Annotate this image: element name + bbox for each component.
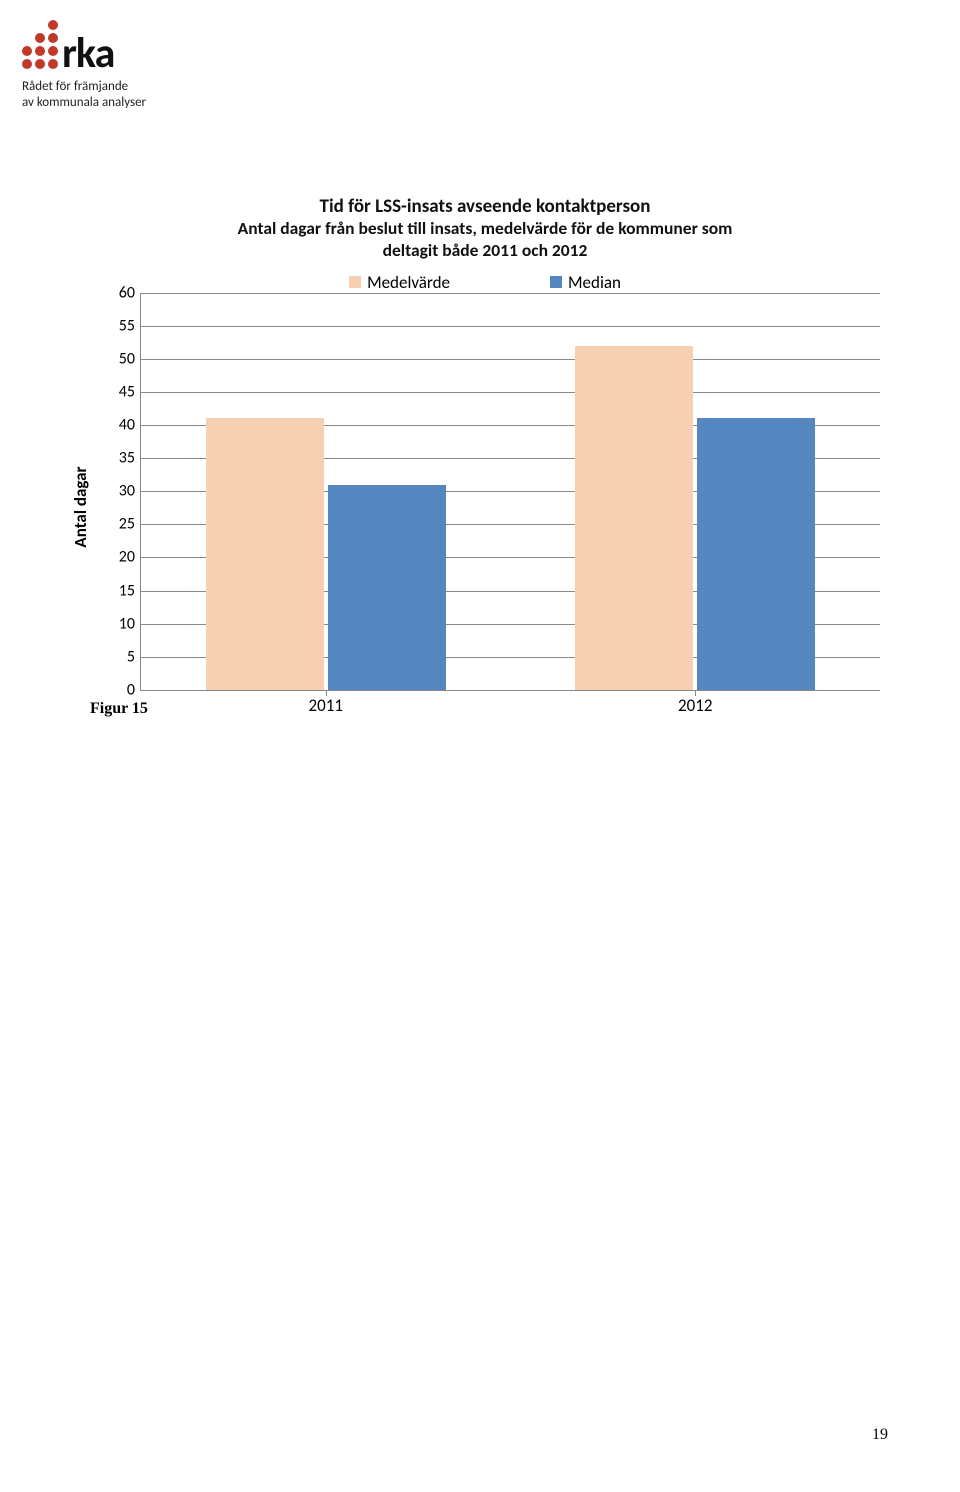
- y-tick-label: 60: [103, 283, 135, 302]
- y-tick-label: 30: [103, 482, 135, 501]
- bar-medelvärde-2012: [575, 346, 693, 690]
- y-tick-label: 20: [103, 548, 135, 567]
- chart-subtitle-line1: Antal dagar från beslut till insats, med…: [90, 218, 880, 240]
- gridline: [141, 359, 880, 360]
- gridline: [141, 293, 880, 294]
- bar-median-2011: [328, 485, 446, 690]
- legend-swatch-icon: [550, 276, 562, 288]
- figure-caption: Figur 15: [90, 700, 148, 718]
- logo-dots-icon: [22, 20, 58, 69]
- x-tick-label: 2011: [309, 695, 343, 716]
- logo-sub-line1: Rådet för främjande: [22, 79, 146, 95]
- chart-subtitle-line2: deltagit både 2011 och 2012: [90, 240, 880, 262]
- y-tick-label: 40: [103, 416, 135, 435]
- y-tick-label: 25: [103, 515, 135, 534]
- y-tick-label: 10: [103, 614, 135, 633]
- gridline: [141, 392, 880, 393]
- y-axis-label: Antal dagar: [70, 466, 91, 547]
- y-tick-label: 50: [103, 349, 135, 368]
- logo-subtitle: Rådet för främjande av kommunala analyse…: [22, 79, 146, 112]
- logo: rka: [22, 20, 146, 75]
- page-number: 19: [872, 1426, 888, 1444]
- y-tick-label: 0: [103, 680, 135, 699]
- logo-wordmark: rka: [62, 33, 114, 75]
- header-logo-block: rka Rådet för främjande av kommunala ana…: [22, 20, 146, 112]
- chart-title: Tid för LSS-insats avseende kontaktperso…: [90, 195, 880, 218]
- bar-medelvärde-2011: [206, 418, 324, 689]
- gridline: [141, 326, 880, 327]
- legend-item-median: Median: [550, 272, 621, 293]
- chart: Tid för LSS-insats avseende kontaktperso…: [90, 195, 880, 721]
- legend-label: Medelvärde: [367, 272, 450, 293]
- legend-item-medelvarde: Medelvärde: [349, 272, 450, 293]
- y-tick-label: 45: [103, 383, 135, 402]
- bar-median-2012: [697, 418, 815, 689]
- y-tick-label: 15: [103, 581, 135, 600]
- legend: Medelvärde Median: [90, 272, 880, 293]
- logo-sub-line2: av kommunala analyser: [22, 95, 146, 111]
- y-tick-label: 55: [103, 316, 135, 335]
- chart-box: Antal dagar 0510152025303540455055602011…: [90, 293, 880, 721]
- x-tick-label: 2012: [678, 695, 712, 716]
- legend-label: Median: [568, 272, 621, 293]
- y-tick-label: 5: [103, 647, 135, 666]
- plot-area: 05101520253035404550556020112012: [140, 293, 880, 691]
- y-tick-label: 35: [103, 449, 135, 468]
- legend-swatch-icon: [349, 276, 361, 288]
